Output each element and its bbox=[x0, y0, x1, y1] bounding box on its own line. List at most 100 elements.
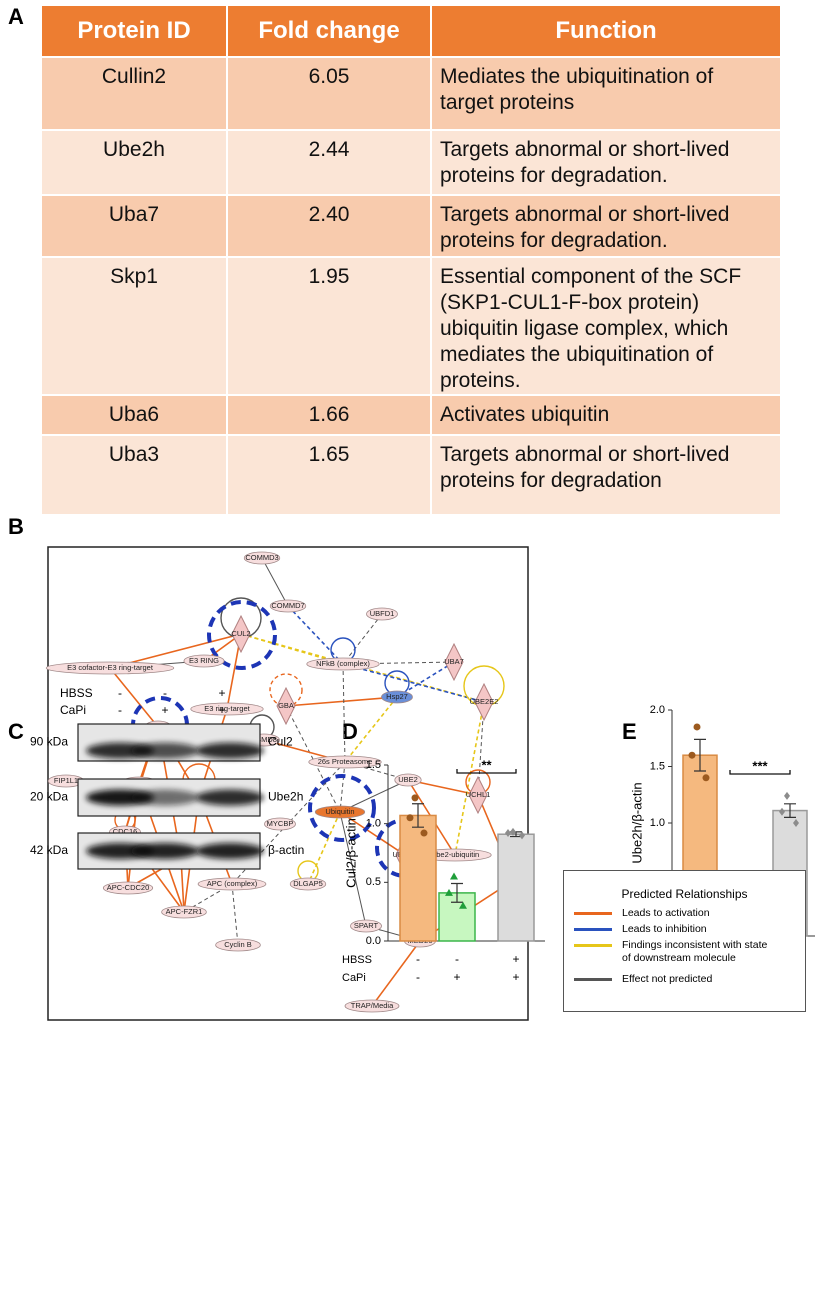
network-node bbox=[468, 775, 488, 815]
legend-item: Findings inconsistent with state of down… bbox=[574, 939, 805, 965]
treatment-sign: + bbox=[161, 703, 168, 717]
node-label: 26s Proteasome bbox=[318, 757, 373, 766]
significance-bracket bbox=[456, 769, 517, 774]
column-header: Fold change bbox=[226, 4, 432, 58]
node-label: COMMD3 bbox=[245, 553, 278, 562]
network-node bbox=[215, 938, 261, 952]
function: Mediates the ubiquitination of target pr… bbox=[430, 56, 782, 131]
data-point bbox=[459, 901, 467, 909]
band-size: 20 kDa bbox=[30, 790, 68, 804]
data-point bbox=[784, 791, 790, 800]
legend-line bbox=[574, 978, 612, 981]
legend-label: Leads to inhibition bbox=[622, 923, 707, 935]
legend-label: Effect not predicted bbox=[622, 973, 713, 985]
error-bar bbox=[694, 738, 706, 772]
data-point bbox=[505, 829, 511, 838]
node-label: Ubiquitin bbox=[325, 807, 354, 816]
panel-label: C bbox=[8, 719, 24, 744]
bar bbox=[399, 814, 437, 942]
network-node bbox=[102, 881, 154, 895]
function: Activates ubiquitin bbox=[430, 394, 782, 436]
condition-sign: - bbox=[416, 970, 420, 984]
error-bar bbox=[412, 803, 424, 828]
y-tick-label: 0.5 bbox=[366, 876, 381, 888]
node-label: MYCBP bbox=[267, 819, 294, 828]
band-protein: β-actin bbox=[268, 843, 304, 857]
fold-change: 1.65 bbox=[226, 434, 432, 516]
data-point bbox=[406, 814, 414, 822]
treatment-sign: - bbox=[118, 703, 122, 717]
legend-line bbox=[574, 912, 612, 915]
legend-label: Leads to activation bbox=[622, 907, 710, 919]
blot-band bbox=[196, 789, 264, 806]
network-node bbox=[381, 690, 413, 704]
node-label: UBE2E2 bbox=[470, 697, 499, 706]
band-size: 42 kDa bbox=[30, 843, 68, 857]
network-edge bbox=[454, 701, 485, 856]
node-label: UBE2 bbox=[398, 775, 418, 784]
node-label: CDC16 bbox=[113, 827, 138, 836]
condition-label: CaPi bbox=[342, 972, 366, 984]
legend-item: Leads to inhibition bbox=[574, 923, 805, 936]
condition-label: HBSS bbox=[342, 954, 372, 966]
function: Targets abnormal or short-lived proteins… bbox=[430, 194, 782, 258]
condition-sign: - bbox=[455, 952, 459, 966]
fold-change: 2.40 bbox=[226, 194, 432, 258]
node-label: FIP1L1 bbox=[54, 776, 78, 785]
band-protein: Ube2h bbox=[268, 790, 303, 804]
network-node bbox=[269, 599, 307, 613]
treatment-sign: + bbox=[218, 703, 225, 717]
network-node bbox=[276, 686, 296, 726]
data-point bbox=[420, 829, 428, 837]
significance-label: ** bbox=[481, 757, 492, 772]
panel-label: D bbox=[342, 719, 358, 744]
band-size: 90 kDa bbox=[30, 735, 68, 749]
y-tick-label: 0.0 bbox=[366, 935, 381, 947]
data-point bbox=[793, 819, 799, 827]
table-header: Protein ID Fold change Function bbox=[40, 4, 782, 58]
node-label: APC-CDC20 bbox=[107, 883, 150, 892]
table-row: Skp1 1.95 Essential component of the SCF (… bbox=[40, 256, 782, 396]
network-edge bbox=[339, 761, 346, 813]
data-point bbox=[510, 827, 516, 836]
y-tick-label: 1.0 bbox=[366, 818, 381, 830]
node-label: Cyclin B bbox=[224, 940, 252, 949]
y-tick-label: 1.5 bbox=[366, 759, 381, 771]
legend-label: Findings inconsistent with state of down… bbox=[622, 939, 768, 964]
data-point bbox=[779, 807, 785, 816]
error-bar bbox=[784, 803, 796, 818]
network-frame bbox=[47, 546, 529, 1021]
node-label: APC (complex) bbox=[207, 879, 258, 888]
y-tick-label: 1.0 bbox=[650, 817, 665, 829]
network-node bbox=[183, 654, 225, 668]
panel-label: A bbox=[8, 4, 24, 29]
treatment-sign: - bbox=[118, 686, 122, 700]
protein-id: Uba6 bbox=[40, 394, 228, 436]
treatment-sign: - bbox=[163, 686, 167, 700]
network-node bbox=[474, 682, 494, 722]
legend-item: Effect not predicted bbox=[574, 973, 805, 986]
protein-id: Uba7 bbox=[40, 194, 228, 258]
node-label: PSMD8 bbox=[251, 735, 277, 744]
node-label: SPART bbox=[354, 921, 379, 930]
network-node bbox=[394, 773, 422, 787]
node-label: APC-FZR1 bbox=[166, 907, 203, 916]
data-point bbox=[411, 794, 419, 802]
y-axis-label: Cul2/β-actin bbox=[343, 818, 358, 888]
legend-item: Leads to activation bbox=[574, 907, 805, 920]
network-edge bbox=[339, 811, 367, 927]
panel-label: B bbox=[8, 514, 24, 539]
column-header: Function bbox=[430, 4, 782, 58]
significance-label: *** bbox=[752, 758, 768, 773]
network-edge bbox=[339, 811, 406, 856]
condition-sign: + bbox=[512, 952, 519, 966]
network-node bbox=[366, 607, 398, 621]
legend-line bbox=[574, 944, 612, 947]
network-edge bbox=[342, 663, 346, 763]
fold-change: 2.44 bbox=[226, 129, 432, 196]
table-row: Uba7 2.40 Targets abnormal or short-lived … bbox=[40, 194, 782, 258]
node-label: TRAP/Media bbox=[351, 1001, 394, 1010]
legend-title: Predicted Relationships bbox=[621, 887, 748, 901]
condition-sign: + bbox=[453, 970, 460, 984]
